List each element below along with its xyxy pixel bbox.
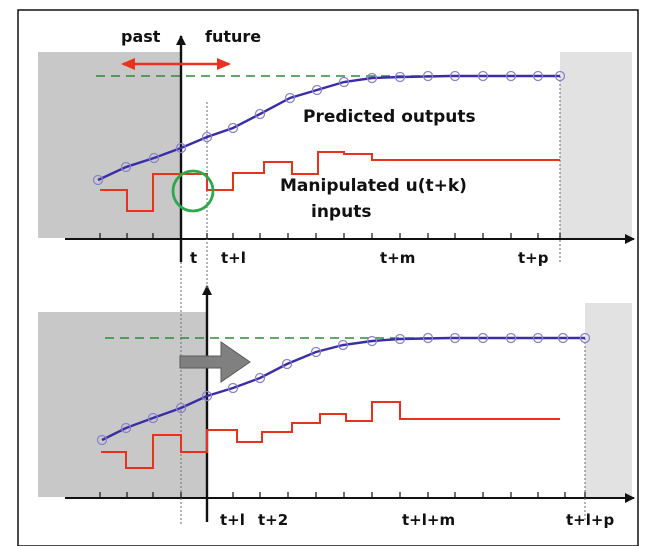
label-predicted-outputs: Predicted outputs [303,107,476,127]
output-marker [311,84,323,96]
tick-label-t-plus-1-plus-p: t+l+p [566,511,614,529]
output-marker [449,332,461,344]
label-manipulated-inputs-line1: Manipulated u(t+k) [280,176,467,196]
top-panel: past future Predicted outputs Manipulate… [38,27,635,267]
output-marker [254,372,266,384]
output-marker [284,92,296,104]
beyond-horizon-shaded-region [585,303,632,497]
output-marker [505,70,517,82]
manipulated-input-steps [101,401,560,469]
bottom-panel: t+l t+2 t+l+m t+l+p [38,262,635,529]
output-marker [227,122,239,134]
output-marker [422,332,434,344]
output-marker [422,70,434,82]
output-marker [201,131,213,143]
output-marker [96,434,108,446]
top-tick-marks [99,233,561,239]
output-marker [394,333,406,345]
output-marker [148,152,160,164]
output-marker [281,358,293,370]
tick-label-t-plus-1-plus-m: t+l+m [402,511,455,529]
label-manipulated-inputs-line2: inputs [311,202,371,222]
tick-label-t-plus-1: t+l [220,511,245,529]
output-marker [337,339,349,351]
output-marker [532,70,544,82]
output-marker [579,332,591,344]
output-marker [477,70,489,82]
output-marker [120,422,132,434]
output-marker [366,72,378,84]
output-marker [477,332,489,344]
output-marker [366,335,378,347]
label-future: future [205,27,261,46]
output-marker [175,142,187,154]
output-marker [254,108,266,120]
bottom-tick-marks [99,492,586,498]
figure-frame [17,9,639,546]
output-marker [175,402,187,414]
output-marker [505,332,517,344]
tick-label-t-plus-p: t+p [518,249,549,267]
predicted-output-markers [92,70,566,186]
output-marker [557,332,569,344]
output-marker [92,174,104,186]
output-marker [120,161,132,173]
past-shaded-region [38,52,180,238]
output-marker [449,70,461,82]
horizon-shift-arrow [179,341,251,383]
manipulated-input-steps [100,151,560,212]
output-marker [147,412,159,424]
past-shaded-region [38,312,208,497]
label-past: past [121,27,161,46]
beyond-horizon-shaded-region [560,52,632,238]
output-marker [201,390,213,402]
output-marker [532,332,544,344]
output-marker [338,76,350,88]
output-marker [310,346,322,358]
output-marker [227,382,239,394]
current-step-highlight-circle [171,169,215,213]
output-marker [554,70,566,82]
output-marker [394,71,406,83]
tick-label-t-plus-2: t+2 [258,511,288,529]
tick-label-t: t [190,249,197,267]
predicted-output-markers [96,332,591,446]
tick-label-t-plus-1: t+l [221,249,246,267]
tick-label-t-plus-m: t+m [380,249,415,267]
